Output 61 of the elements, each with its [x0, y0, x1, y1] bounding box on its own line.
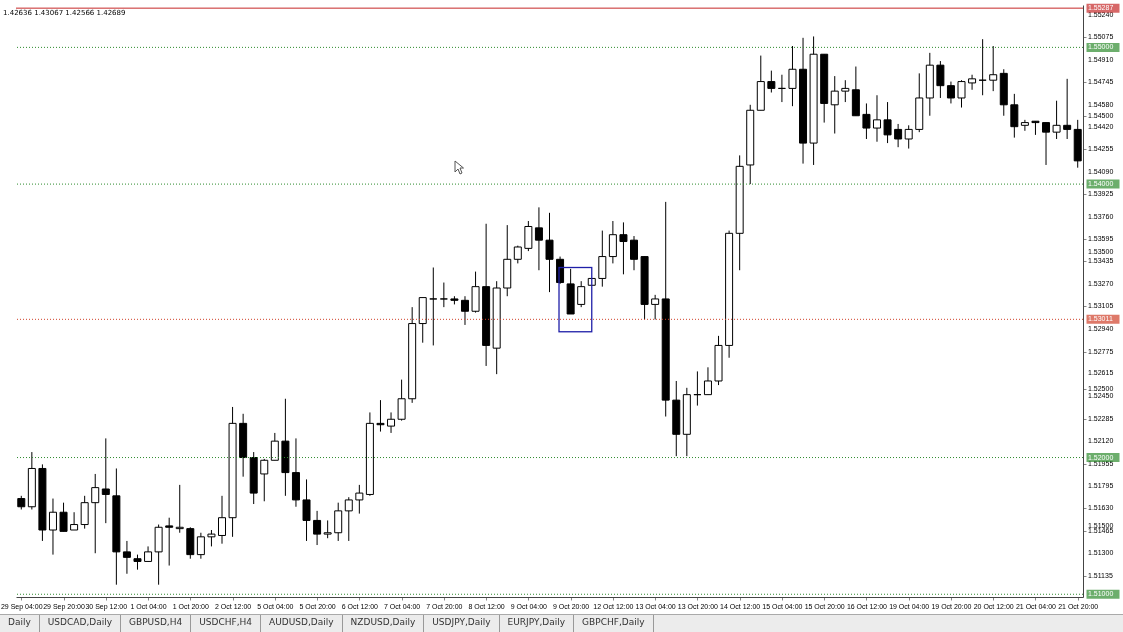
candlestick	[270, 432, 279, 461]
candlestick	[70, 511, 79, 531]
candlestick	[524, 220, 533, 252]
candlestick	[545, 212, 554, 293]
candlestick	[122, 540, 131, 575]
candlestick	[80, 495, 89, 530]
text: GBPCHF,Daily	[574, 615, 654, 632]
candlestick	[577, 280, 586, 308]
candlestick	[59, 502, 68, 532]
text: USDCHF,H4	[191, 615, 262, 632]
candlestick	[429, 267, 438, 346]
candlestick	[344, 496, 353, 542]
candlestick	[989, 45, 998, 92]
text: USDCAD,Daily	[39, 615, 122, 632]
text: Daily	[0, 615, 40, 632]
candlestick	[355, 484, 364, 515]
candlestick	[1052, 100, 1061, 140]
candlestick	[608, 220, 617, 264]
candlestick	[619, 221, 628, 275]
candlestick	[788, 45, 797, 107]
candlestick	[218, 495, 226, 545]
candlestick	[904, 124, 913, 150]
candlestick	[946, 81, 955, 104]
candlestick	[873, 94, 881, 143]
candlestick	[1010, 93, 1019, 139]
candlestick	[534, 206, 543, 271]
text: EURJPY,Daily	[499, 615, 575, 632]
candlestick	[387, 411, 396, 434]
candlestick	[313, 510, 322, 546]
candlestick	[651, 294, 660, 320]
candlestick	[302, 478, 311, 542]
candlestick	[460, 295, 469, 326]
candlestick	[101, 437, 110, 524]
candlestick	[48, 498, 57, 556]
text: AUDUSD,Daily	[261, 615, 343, 632]
candlestick	[830, 75, 839, 135]
candlestick	[1063, 78, 1072, 140]
candlestick	[841, 79, 850, 103]
candlestick	[91, 473, 100, 554]
candlestick	[165, 517, 174, 567]
candlestick	[376, 399, 385, 433]
candlestick	[936, 60, 945, 99]
candlestick	[894, 123, 903, 148]
candlestick	[196, 532, 205, 560]
text: GBPUSD,H4	[121, 615, 192, 632]
candlestick	[1042, 122, 1051, 166]
candlestick	[598, 230, 607, 288]
text: NZDUSD,Daily	[342, 615, 425, 632]
candlestick	[439, 282, 448, 308]
candlestick	[397, 379, 406, 422]
candlestick	[883, 101, 892, 144]
candlestick	[767, 70, 776, 93]
candlestick	[1020, 119, 1029, 132]
text: USDJPY,Daily	[424, 615, 500, 632]
candlestick	[260, 458, 269, 502]
candlestick	[630, 235, 639, 271]
candlestick	[334, 502, 343, 542]
candlestick	[703, 366, 712, 396]
candlestick	[862, 102, 871, 140]
candlestick	[968, 74, 977, 91]
candlestick	[957, 79, 966, 109]
